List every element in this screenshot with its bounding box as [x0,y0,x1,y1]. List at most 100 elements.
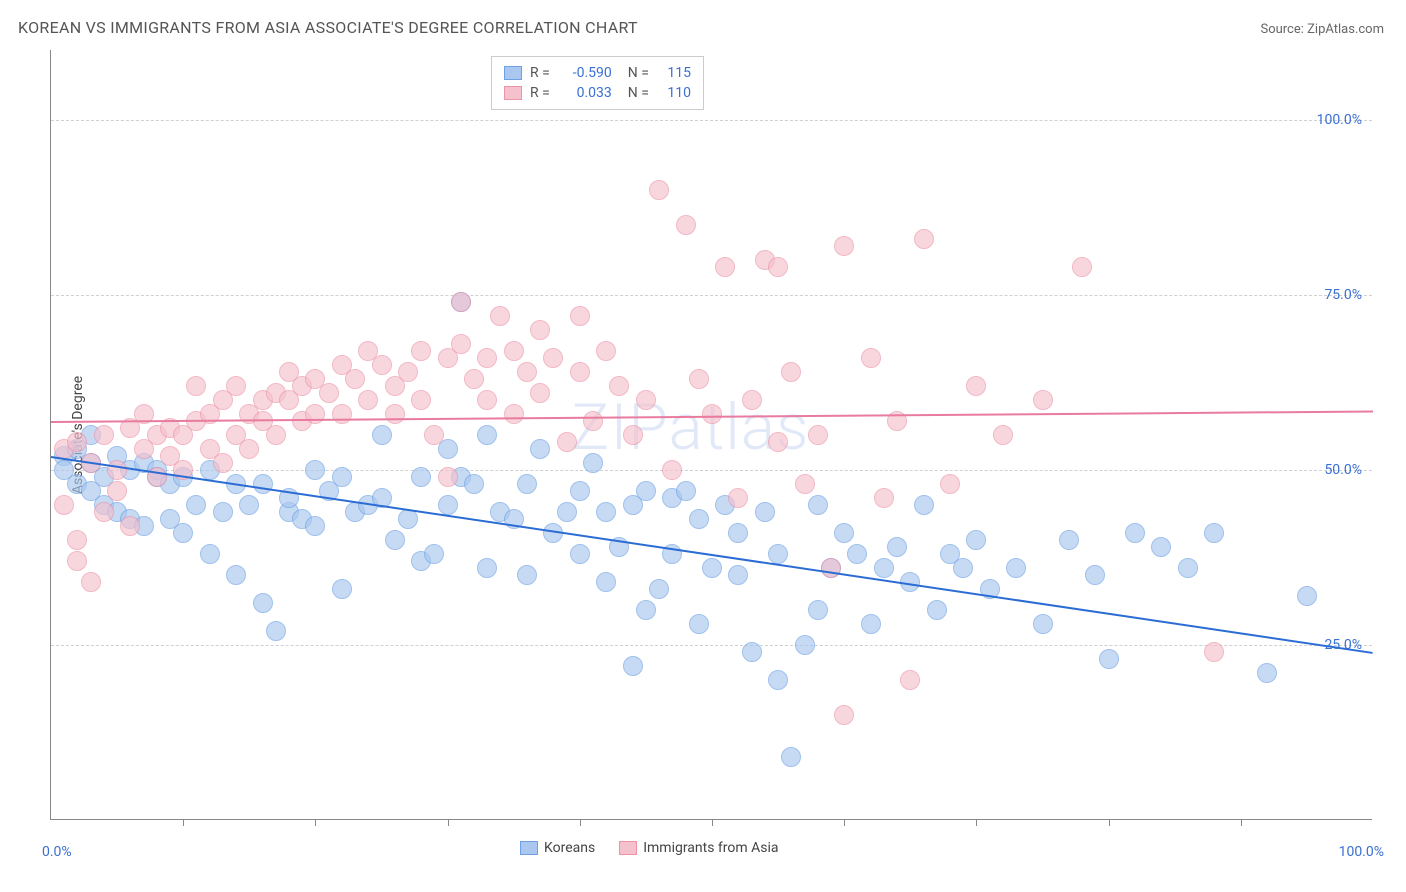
scatter-point [424,544,444,564]
scatter-point [438,467,458,487]
trend-line [51,456,1373,654]
y-tick-label: 100.0% [1317,112,1362,128]
stats-n-value: 110 [657,85,691,101]
x-tick [844,819,845,826]
scatter-point [609,376,629,396]
scatter-point [676,215,696,235]
scatter-point [702,558,722,578]
scatter-point [67,432,87,452]
scatter-point [781,747,801,767]
scatter-point [834,523,854,543]
scatter-point [1178,558,1198,578]
stats-n-label: N = [628,85,649,101]
scatter-point [623,425,643,445]
scatter-point [570,362,590,382]
scatter-point [451,292,471,312]
scatter-point [266,621,286,641]
scatter-point [702,404,722,424]
scatter-point [1257,663,1277,683]
scatter-point [107,481,127,501]
scatter-point [530,320,550,340]
scatter-point [795,635,815,655]
legend-swatch [619,841,637,855]
scatter-point [213,453,233,473]
scatter-point [742,642,762,662]
scatter-point [253,474,273,494]
scatter-point [1085,565,1105,585]
scatter-point [490,306,510,326]
stats-box: R =-0.590N =115R =0.033N =110 [491,56,704,110]
scatter-point [94,502,114,522]
stats-n-label: N = [628,65,649,81]
scatter-point [411,390,431,410]
legend-swatch [520,841,538,855]
legend-swatch [504,66,522,80]
scatter-point [874,488,894,508]
scatter-point [728,488,748,508]
x-tick [1109,819,1110,826]
scatter-point [768,544,788,564]
scatter-point [1006,558,1026,578]
scatter-point [596,572,616,592]
scatter-point [914,229,934,249]
scatter-point [887,537,907,557]
scatter-point [239,495,259,515]
scatter-point [1099,649,1119,669]
chart-title: KOREAN VS IMMIGRANTS FROM ASIA ASSOCIATE… [18,18,638,37]
scatter-point [398,362,418,382]
scatter-point [966,376,986,396]
scatter-point [120,516,140,536]
scatter-point [226,376,246,396]
scatter-point [385,404,405,424]
scatter-point [953,558,973,578]
stats-r-value: -0.590 [558,65,612,81]
scatter-point [623,656,643,676]
scatter-point [570,481,590,501]
x-max-label: 100.0% [1339,844,1384,860]
scatter-point [186,495,206,515]
scatter-point [834,705,854,725]
scatter-point [1151,537,1171,557]
x-tick [580,819,581,826]
scatter-point [438,495,458,515]
scatter-point [768,670,788,690]
scatter-point [583,453,603,473]
scatter-point [874,558,894,578]
scatter-point [636,600,656,620]
scatter-point [372,425,392,445]
scatter-point [847,544,867,564]
scatter-point [173,523,193,543]
scatter-point [67,551,87,571]
scatter-point [372,355,392,375]
scatter-point [332,579,352,599]
stats-r-label: R = [530,65,550,81]
gridline-h [51,470,1372,471]
scatter-point [266,425,286,445]
scatter-point [213,502,233,522]
scatter-point [358,390,378,410]
scatter-point [451,334,471,354]
y-tick-label: 75.0% [1324,287,1362,303]
scatter-point [477,425,497,445]
scatter-point [504,341,524,361]
legend-swatch [504,86,522,100]
stats-n-value: 115 [657,65,691,81]
scatter-point [517,362,537,382]
scatter-point [186,376,206,396]
scatter-point [1204,642,1224,662]
scatter-point [81,572,101,592]
scatter-point [596,341,616,361]
scatter-point [636,481,656,501]
legend-bottom: KoreansImmigrants from Asia [520,840,779,856]
scatter-point [107,460,127,480]
scatter-point [768,257,788,277]
watermark: ZIPatlas [571,390,809,465]
scatter-point [914,495,934,515]
scatter-point [305,404,325,424]
scatter-point [689,614,709,634]
scatter-point [253,593,273,613]
scatter-point [808,495,828,515]
scatter-point [570,306,590,326]
x-tick [315,819,316,826]
scatter-point [239,439,259,459]
